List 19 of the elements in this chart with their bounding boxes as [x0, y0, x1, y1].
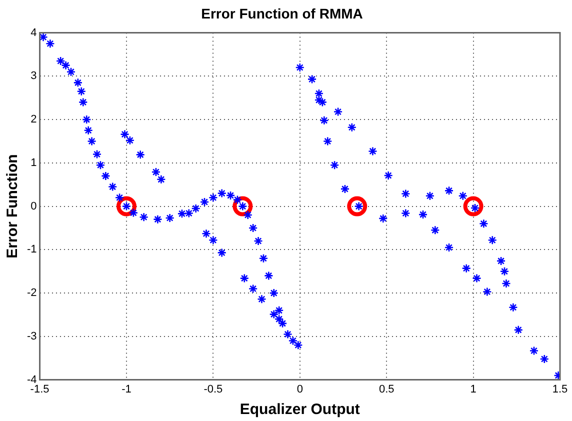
- y-axis-title: Error Function: [4, 154, 22, 258]
- y-tick-label: -1: [27, 244, 37, 256]
- y-tick-label: 3: [30, 70, 37, 82]
- x-tick-label: 1: [470, 383, 476, 396]
- x-tick-label: 1.5: [552, 383, 568, 396]
- y-tick-label: -4: [27, 374, 37, 386]
- y-tick-label: 0: [30, 200, 37, 212]
- x-tick-label: -1.5: [30, 383, 50, 396]
- x-tick-label: -1: [122, 383, 132, 396]
- x-tick-label: -0.5: [204, 383, 223, 396]
- y-tick-label: 2: [30, 114, 37, 126]
- y-tick-label: 1: [30, 156, 37, 169]
- y-tick-label: -2: [27, 287, 37, 300]
- chart-title: Error Function of RMMA: [201, 5, 363, 22]
- y-tick-label: -3: [27, 330, 37, 342]
- x-tick-label: 0: [296, 383, 303, 396]
- x-tick-label: 0.5: [378, 383, 394, 396]
- x-axis-title: Equalizer Output: [240, 401, 360, 418]
- y-tick-label: 4: [30, 26, 37, 39]
